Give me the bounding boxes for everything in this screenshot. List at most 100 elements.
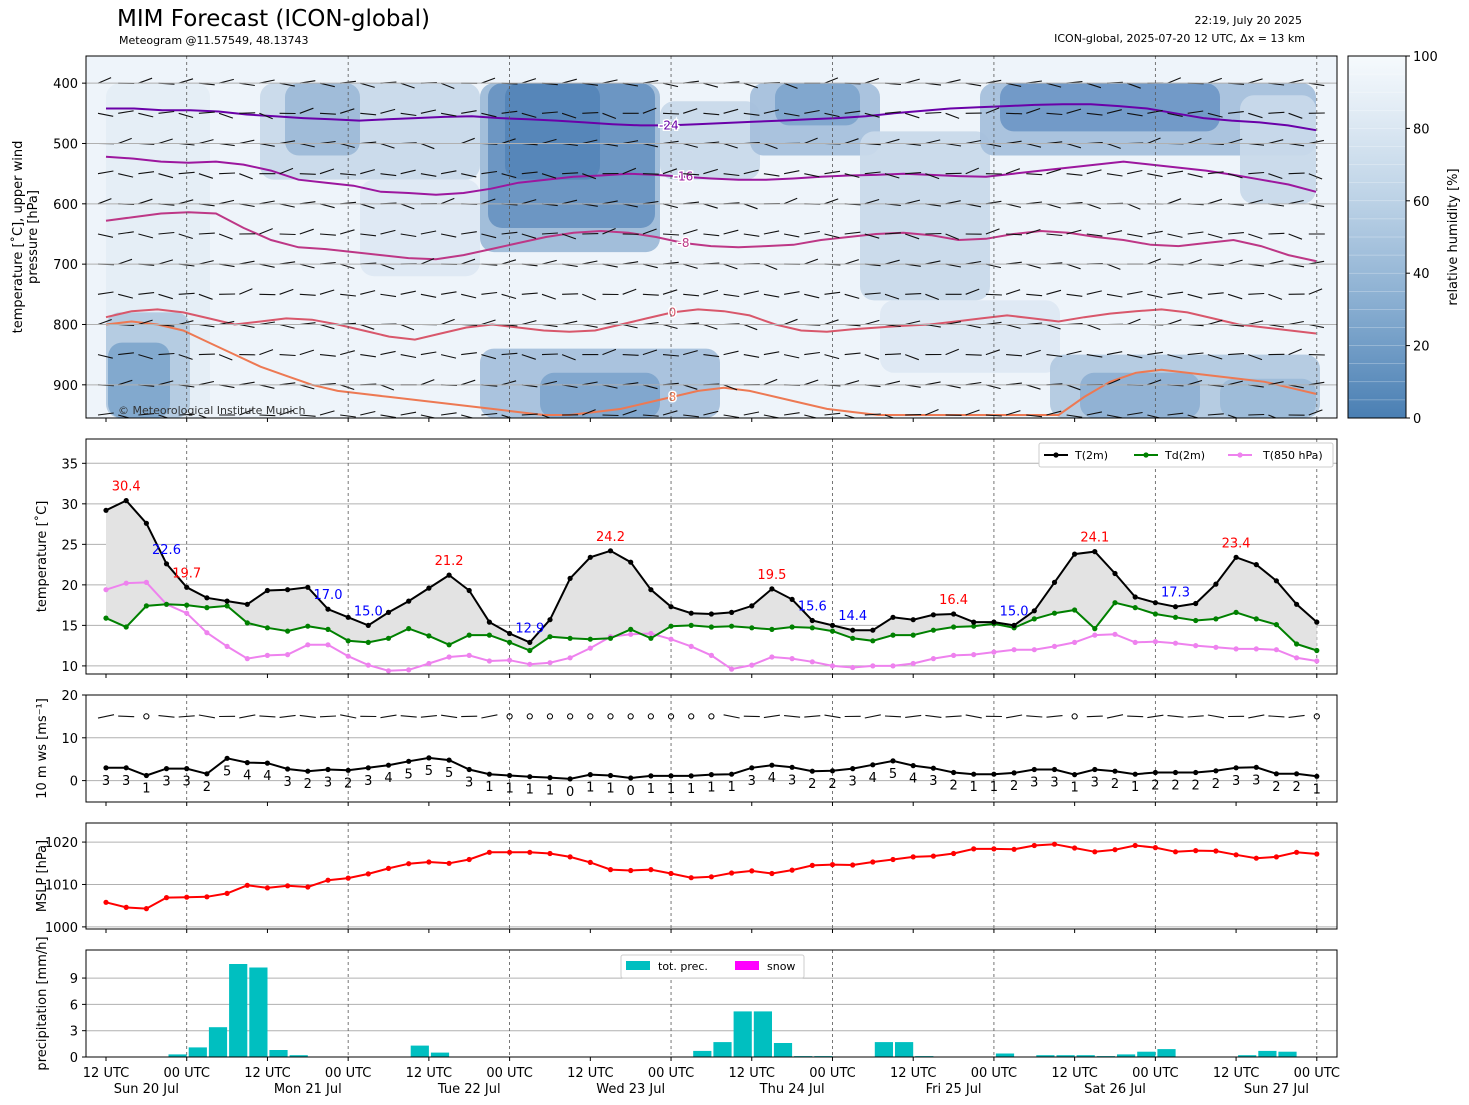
wind-barb (1046, 323, 1061, 330)
t2m-point (426, 585, 432, 591)
t850-point (870, 663, 876, 669)
surface-wind-barb (884, 715, 902, 718)
wind-barb (461, 293, 477, 299)
wind-speed-label: 3 (1030, 776, 1038, 791)
td2m-point (809, 625, 815, 631)
wind-barb (824, 233, 840, 239)
t2m-point (325, 606, 331, 612)
wind-barb (461, 414, 475, 418)
wind-barb (198, 293, 213, 300)
wind-speed-label: 3 (283, 775, 291, 790)
wind-barb (218, 78, 234, 84)
td2m-point (1314, 647, 1320, 654)
surface-wind-barb (1268, 715, 1285, 718)
wind-barb (239, 139, 255, 145)
wind-barb (198, 139, 214, 145)
wind-barb (521, 354, 536, 360)
td2m-point (587, 636, 593, 642)
td2m-point (628, 626, 634, 633)
t2m-point (628, 559, 634, 565)
wind-barb (440, 233, 457, 238)
isotherm-line (105, 308, 1317, 341)
precip-bar (874, 1042, 893, 1057)
wind-barb (97, 318, 112, 326)
extreme-label: 24.1 (1080, 531, 1109, 546)
wind-barb (985, 142, 1002, 148)
wind-barb (461, 379, 476, 386)
wind-barb (340, 384, 355, 391)
surface-wind-barb (481, 714, 498, 719)
mslp-point (607, 867, 614, 873)
wind-barb (1187, 173, 1203, 178)
wind-barb (622, 82, 639, 87)
wind-barb (420, 142, 435, 150)
wind-barb (662, 168, 678, 175)
y-tick-label: 30 (61, 498, 78, 513)
wind-barb (279, 82, 295, 87)
extreme-label: 12.9 (515, 621, 544, 636)
wind-barb (723, 384, 738, 391)
t2m-point (648, 587, 654, 593)
wind-speed-label: 5 (223, 764, 231, 779)
wind-barb (118, 173, 134, 178)
t2m-point (1273, 578, 1279, 584)
td2m-point (688, 622, 694, 629)
wind-barb (541, 380, 558, 386)
td2m-point (224, 603, 230, 609)
t850-point (224, 643, 230, 650)
wind-barb (905, 293, 922, 295)
td2m-point (204, 605, 210, 611)
wind-speed-label: 1 (505, 782, 513, 797)
wind-barb (743, 354, 760, 358)
wind-barb (662, 354, 679, 357)
wind-speed-label: 2 (1151, 779, 1159, 794)
wind-barb (1227, 380, 1243, 386)
wind-barb (1288, 172, 1305, 175)
wind-barb (299, 263, 315, 269)
wind-barb (178, 233, 193, 240)
wind-barb (501, 293, 517, 300)
wind-barb (1086, 411, 1103, 416)
t2m-point (446, 572, 452, 578)
wind-barb (440, 354, 457, 359)
wind-barb (1086, 82, 1102, 89)
t2m-point (345, 614, 351, 620)
wind-barb (703, 112, 720, 116)
mslp-point (951, 850, 957, 857)
wind-barb (138, 319, 153, 326)
wind-barb (138, 171, 155, 175)
precip-bar (269, 1050, 288, 1057)
wind-barb (703, 289, 719, 295)
mslp-point (850, 862, 856, 868)
t2m-point (1233, 554, 1239, 560)
mslp-point (587, 859, 593, 866)
t850-point (708, 652, 715, 659)
td2m-point (1132, 605, 1138, 611)
wind-barb (541, 138, 557, 145)
wind-barb (360, 354, 376, 358)
wind-barb (642, 384, 658, 390)
wind-speed-label: 2 (1212, 777, 1220, 792)
surface-wind-barb (118, 715, 135, 718)
wind-barb (884, 173, 900, 179)
td2m-point (1273, 622, 1279, 628)
wind-barb (662, 203, 678, 209)
temperature-panel (85, 438, 1338, 675)
td2m-point (749, 625, 755, 631)
wind-barb (783, 233, 800, 238)
td2m-point (1193, 617, 1199, 624)
t850-point (567, 655, 573, 661)
td2m-point (244, 620, 250, 626)
isotherm-label: 0 (669, 305, 677, 319)
mslp-point (1112, 847, 1118, 853)
mslp-point (1253, 855, 1259, 861)
wind-barb (844, 352, 861, 356)
precip-bar (1258, 1050, 1277, 1057)
wind-barb (501, 173, 517, 179)
wind-barb (158, 231, 175, 235)
precip-bar (773, 1043, 793, 1057)
wind-speed-point (930, 765, 937, 771)
t850-point (103, 587, 109, 593)
y-tick-label: 35 (61, 457, 78, 472)
